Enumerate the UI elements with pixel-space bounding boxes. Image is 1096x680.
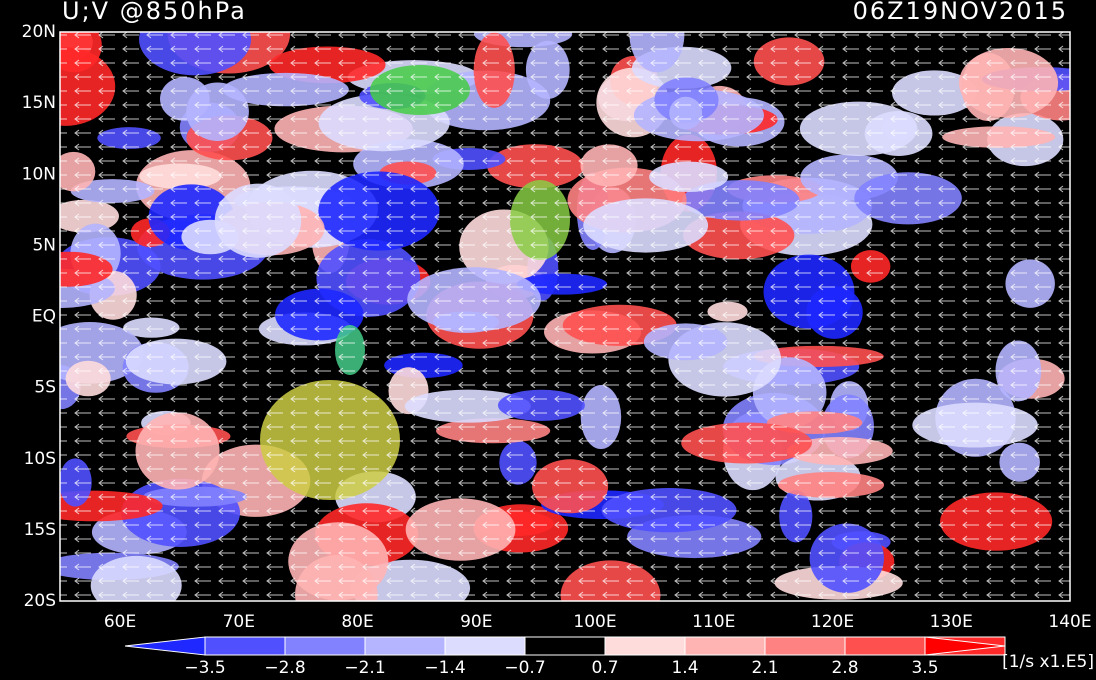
lat-label: 5N [32,235,56,255]
colorbar-box [524,636,606,656]
colorbar-label: −3.5 [184,658,225,678]
lon-label: 120E [811,612,854,632]
lat-label: 10S [24,449,56,469]
colorbar-box [284,636,366,656]
lon-label: 60E [104,612,136,632]
lat-label: 15S [24,520,56,540]
lon-label: 70E [223,612,255,632]
lat-label: 5S [34,378,56,398]
lon-label: 110E [692,612,735,632]
colorbar-box [364,636,446,656]
lon-label: 100E [573,612,616,632]
colorbar-label: −2.8 [264,658,305,678]
colorbar-label: 2.1 [751,658,778,678]
colorbar-label: 2.8 [831,658,858,678]
colorbar-label: 1.4 [671,658,698,678]
lat-label: 20S [24,591,56,611]
lat-label: EQ [32,307,56,327]
title: U;V @850hPa [62,0,247,25]
colorbar-box [204,636,286,656]
lon-label: 90E [460,612,492,632]
lon-label: 140E [1048,612,1091,632]
colorbar-label: −2.1 [344,658,385,678]
colorbar-box [604,636,686,656]
lon-label: 130E [930,612,973,632]
colorbar-box [684,636,766,656]
colorbar-box [844,636,926,656]
colorbar-label: −1.4 [424,658,465,678]
lat-label: 10N [22,164,56,184]
colorbar-label: −0.7 [504,658,545,678]
wind-vectors [60,32,1070,601]
colorbar-box [764,636,846,656]
colorbar-arrow [124,636,206,656]
plot-frame [59,31,1071,602]
lat-label: 20N [22,22,56,42]
colorbar-arrow [924,636,1006,656]
units: [1/s x1.E5] [1002,652,1094,672]
colorbar: −3.5 −2.8 −2.1 −1.4 −0.7 0.7 1.4 2.1 2.8 3.5 [124,636,1006,678]
lon-label: 80E [341,612,373,632]
lat-label: 15N [22,93,56,113]
colorbar-box [444,636,526,656]
colorbar-label: 0.7 [591,658,618,678]
valid-time: 06Z19NOV2015 [853,0,1068,25]
colorbar-label: 3.5 [911,658,938,678]
